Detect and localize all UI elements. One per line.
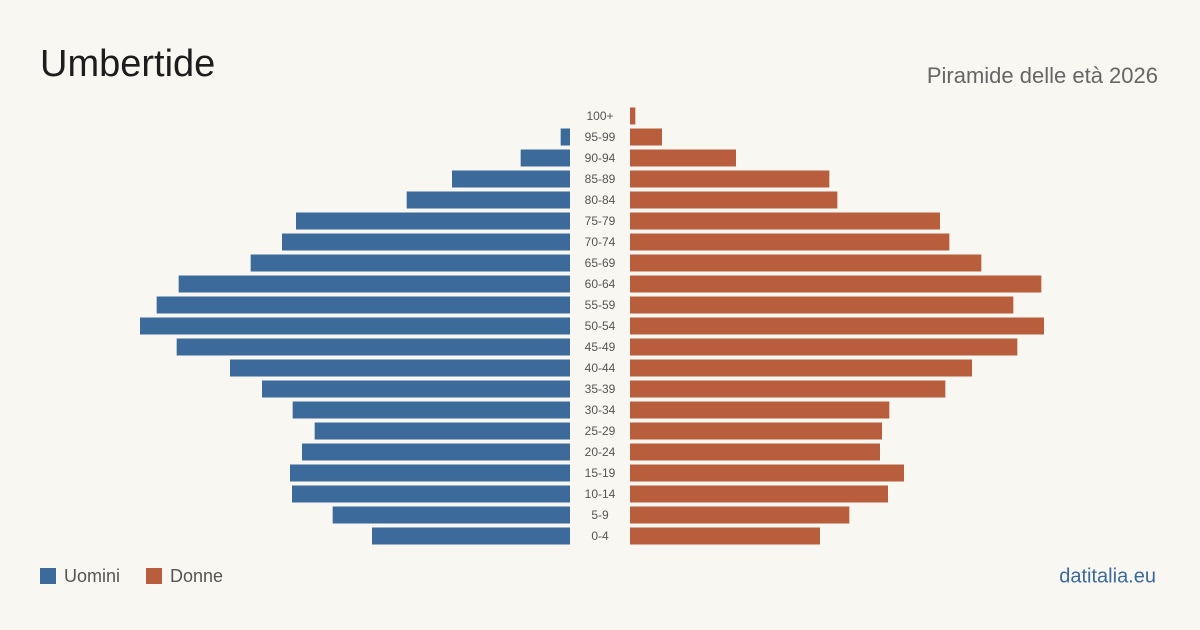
bar bbox=[156, 296, 570, 314]
bar bbox=[520, 149, 570, 167]
bar bbox=[630, 170, 830, 188]
bar bbox=[302, 443, 570, 461]
age-label: 70-74 bbox=[585, 235, 616, 249]
age-label: 20-24 bbox=[585, 445, 616, 459]
legend-label: Donne bbox=[170, 566, 223, 586]
bar bbox=[630, 485, 888, 503]
bar bbox=[372, 527, 570, 545]
bar bbox=[630, 254, 982, 272]
age-label: 40-44 bbox=[585, 361, 616, 375]
bar bbox=[332, 506, 570, 524]
age-label: 90-94 bbox=[585, 151, 616, 165]
age-label: 85-89 bbox=[585, 172, 616, 186]
chart-subtitle: Piramide delle età 2026 bbox=[927, 63, 1158, 88]
bar bbox=[230, 359, 570, 377]
bar bbox=[630, 107, 636, 125]
bar bbox=[290, 464, 570, 482]
bar bbox=[630, 464, 904, 482]
bar bbox=[630, 380, 946, 398]
bar bbox=[140, 317, 570, 335]
age-label: 45-49 bbox=[585, 340, 616, 354]
bar bbox=[178, 275, 570, 293]
bar bbox=[630, 212, 940, 230]
bar bbox=[630, 401, 890, 419]
bar bbox=[630, 443, 880, 461]
age-label: 80-84 bbox=[585, 193, 616, 207]
bar bbox=[630, 506, 850, 524]
bar bbox=[560, 128, 570, 146]
bar bbox=[262, 380, 570, 398]
age-label: 95-99 bbox=[585, 130, 616, 144]
bar bbox=[314, 422, 570, 440]
bar bbox=[630, 359, 972, 377]
legend-swatch bbox=[40, 568, 56, 584]
chart-title: Umbertide bbox=[40, 43, 215, 85]
age-label: 100+ bbox=[586, 109, 613, 123]
age-label: 75-79 bbox=[585, 214, 616, 228]
bar bbox=[292, 485, 570, 503]
bar bbox=[406, 191, 570, 209]
age-label: 60-64 bbox=[585, 277, 616, 291]
age-label: 10-14 bbox=[585, 487, 616, 501]
bar bbox=[630, 191, 838, 209]
age-label: 5-9 bbox=[591, 508, 609, 522]
legend-label: Uomini bbox=[64, 566, 120, 586]
age-label: 55-59 bbox=[585, 298, 616, 312]
age-label: 15-19 bbox=[585, 466, 616, 480]
bar bbox=[176, 338, 570, 356]
bar bbox=[630, 275, 1042, 293]
age-label: 65-69 bbox=[585, 256, 616, 270]
bar bbox=[296, 212, 570, 230]
bar bbox=[630, 317, 1044, 335]
bar bbox=[452, 170, 570, 188]
bar bbox=[630, 338, 1018, 356]
bar bbox=[630, 527, 820, 545]
bar bbox=[282, 233, 570, 251]
bar bbox=[630, 233, 950, 251]
bar bbox=[292, 401, 570, 419]
bar bbox=[630, 296, 1014, 314]
bar bbox=[630, 149, 736, 167]
age-label: 0-4 bbox=[591, 529, 609, 543]
source: datitalia.eu bbox=[1059, 565, 1156, 587]
age-label: 50-54 bbox=[585, 319, 616, 333]
age-label: 25-29 bbox=[585, 424, 616, 438]
bar bbox=[630, 422, 882, 440]
bar bbox=[250, 254, 570, 272]
age-label: 35-39 bbox=[585, 382, 616, 396]
legend-swatch bbox=[146, 568, 163, 584]
bar bbox=[630, 128, 662, 146]
age-label: 30-34 bbox=[585, 403, 616, 417]
